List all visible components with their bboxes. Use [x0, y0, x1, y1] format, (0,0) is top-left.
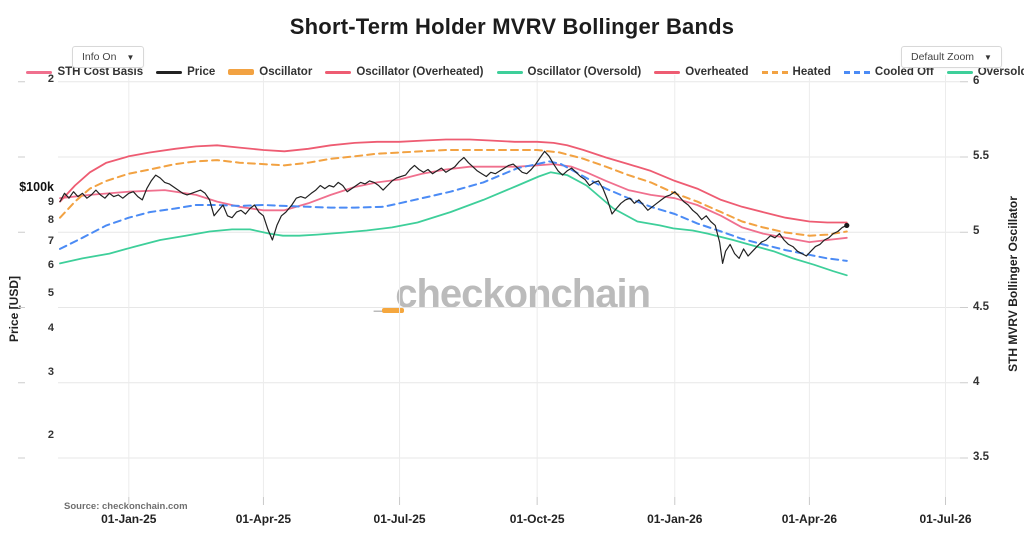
x-axis-tick: 01-Oct-25: [509, 512, 565, 526]
legend-item-label: Oversold: [977, 66, 1024, 78]
x-axis-tick: 01-Jan-26: [647, 512, 703, 526]
left-axis-tick: 8: [47, 214, 54, 226]
right-axis-tick: 4.5: [973, 301, 989, 313]
legend-item-label: Price: [187, 66, 216, 78]
series-overheated: [59, 138, 848, 224]
series-oversold: [59, 171, 848, 277]
legend-item-sth-cost-basis[interactable]: STH Cost Basis: [26, 66, 143, 78]
price-end-marker: [844, 222, 850, 229]
left-axis-tick: 6: [47, 259, 54, 271]
legend-item-overheated[interactable]: Overheated: [654, 66, 749, 78]
left-axis-tick: 7: [47, 235, 54, 247]
chevron-down-icon: ▼: [984, 52, 992, 62]
legend-item-label: Oscillator (Oversold): [527, 66, 642, 78]
left-axis-tick: 2: [47, 429, 54, 441]
legend-item-cooled-off[interactable]: Cooled Off: [843, 66, 934, 78]
legend-item-label: STH Cost Basis: [57, 66, 144, 78]
page-title: Short-Term Holder MVRV Bollinger Bands: [289, 14, 735, 39]
left-axis-tick: 9: [47, 196, 54, 208]
legend-swatch-icon: [843, 70, 870, 74]
watermark-logo: _checkonchain: [374, 272, 651, 316]
legend-item-price[interactable]: Price: [156, 66, 215, 78]
legend-item-oscillator[interactable]: Oscillator: [228, 66, 312, 78]
legend-swatch-icon: [325, 70, 352, 74]
left-axis-tick: 4: [47, 322, 54, 334]
right-axis-tick: 4: [973, 376, 980, 388]
legend-item-label: Heated: [792, 66, 831, 78]
legend-item-label: Oscillator (Overheated): [356, 66, 484, 78]
legend-swatch-icon: [946, 70, 973, 74]
info-dropdown-label: Info On: [82, 51, 117, 63]
zoom-dropdown-label: Default Zoom: [911, 51, 975, 63]
legend-swatch-icon: [156, 70, 183, 74]
legend-swatch-icon: [654, 70, 681, 74]
legend-item-oscillator-oversold-[interactable]: Oscillator (Oversold): [496, 66, 642, 78]
legend-swatch-icon: [26, 70, 53, 74]
legend-item-label: Cooled Off: [874, 66, 934, 78]
legend: STH Cost Basis Price Oscillator Oscillator …: [26, 66, 1024, 78]
series-price: [59, 150, 848, 264]
legend-swatch-icon: [761, 70, 788, 74]
left-axis-tick: 5: [47, 287, 54, 299]
right-axis-tick: 6: [973, 75, 980, 87]
zoom-dropdown[interactable]: Default Zoom ▼: [901, 46, 1002, 68]
right-axis-tick: 5.5: [973, 150, 989, 162]
left-axis-tick: $100k: [19, 180, 54, 194]
x-axis-tick: 01-Jul-26: [919, 512, 972, 526]
legend-item-heated[interactable]: Heated: [761, 66, 831, 78]
watermark-underscore-icon: [382, 308, 404, 313]
right-axis-tick: 5: [973, 225, 980, 237]
legend-item-label: Oscillator: [259, 66, 313, 78]
right-axis-tick: 3.5: [973, 451, 989, 463]
legend-item-label: Overheated: [685, 66, 749, 78]
legend-item-oscillator-overheated-[interactable]: Oscillator (Overheated): [325, 66, 484, 78]
series-heated: [59, 149, 848, 237]
source-caption: Source: checkonchain.com: [64, 501, 188, 512]
left-axis-tick: 3: [47, 366, 54, 378]
legend-swatch-icon: [228, 69, 255, 75]
left-axis-tick: 2: [47, 73, 54, 85]
chevron-down-icon: ▼: [126, 52, 135, 62]
x-axis-tick: 01-Apr-26: [781, 512, 838, 526]
x-axis-tick: 01-Jul-25: [373, 512, 426, 526]
info-dropdown[interactable]: Info On ▼: [72, 46, 145, 68]
series-cooled-off: [59, 160, 848, 262]
x-axis-tick: 01-Apr-25: [235, 512, 292, 526]
x-axis-tick: 01-Jan-25: [101, 512, 157, 526]
legend-swatch-icon: [496, 70, 523, 74]
legend-item-oversold[interactable]: Oversold: [946, 66, 1024, 78]
